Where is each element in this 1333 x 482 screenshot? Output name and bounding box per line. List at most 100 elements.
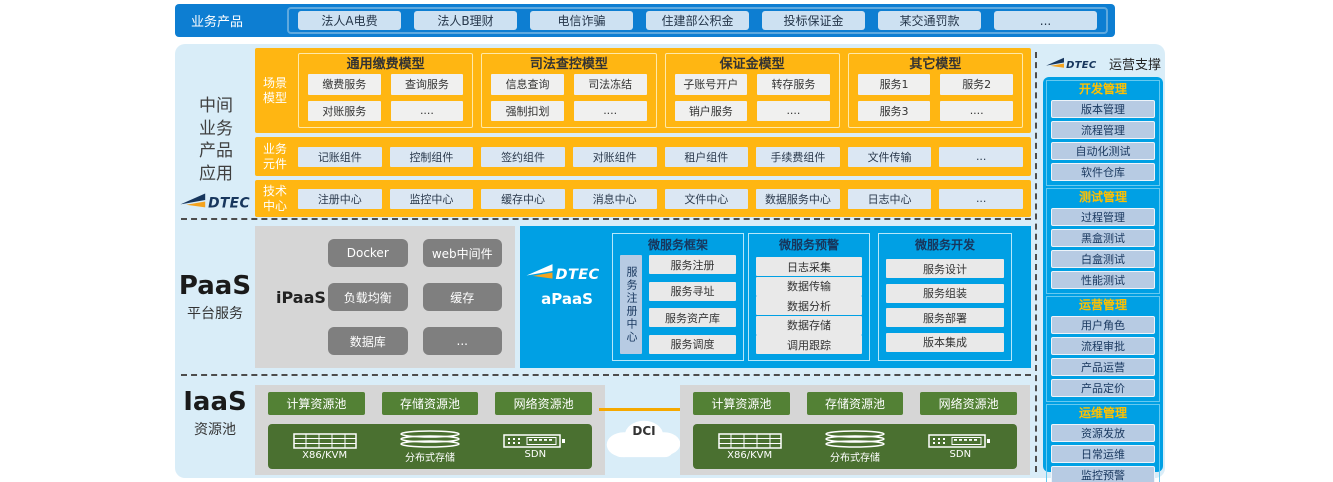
service-box: 数据传输 [756, 276, 862, 296]
dci-label: DCI [632, 424, 656, 438]
service-box: .... [940, 100, 1013, 121]
device-label: 分布式存储 [404, 452, 455, 464]
vertical-dashed-divider [1035, 52, 1037, 472]
storage-pool: 存储资源池 [381, 392, 479, 415]
operation-support-title: 运营支撑 [1108, 57, 1161, 73]
sidebar-item: 软件仓库 [1051, 163, 1155, 181]
sidebar-item: 版本管理 [1051, 100, 1155, 118]
sidebar-item: 过程管理 [1051, 208, 1155, 226]
sidebar-item: 流程审批 [1051, 337, 1155, 355]
apaas-box: DTEC aPaaS 微服务框架 服务注册中心 服务注册 服务寻址 服务资产库 … [520, 226, 1031, 368]
model-group-judicial: 司法查控模型 信息查询 司法冻结 强制扣划 .... [481, 53, 657, 128]
sidebar-item: 自动化测试 [1051, 142, 1155, 160]
ipaas-item: 缓存 [422, 283, 502, 311]
ipaas-item: 数据库 [328, 327, 408, 355]
scenario-model-row: 场景模型 通用缴费模型 缴费服务 查询服务 对账服务 .... 司法查控模型 信… [255, 48, 1031, 133]
scenario-row-label: 场景模型 [262, 75, 287, 105]
model-group-grid: 子账号开户 转存服务 销户服务 .... [674, 74, 830, 121]
ipaas-item: Docker [328, 239, 408, 267]
storage-pool: 存储资源池 [806, 392, 904, 415]
microservice-dev-group: 微服务开发 服务设计 服务组装 服务部署 版本集成 [878, 233, 1012, 361]
service-box: 服务注册 [649, 255, 736, 274]
server-rack-icon [717, 432, 782, 449]
svg-text:DTEC: DTEC [208, 196, 250, 212]
service-box: 服务寻址 [649, 281, 736, 301]
sidebar-item: 产品运营 [1051, 358, 1155, 376]
tech-box-more: ... [939, 188, 1023, 209]
tech-box: 监控中心 [389, 188, 474, 209]
device-label: SDN [524, 448, 547, 460]
ipaas-label: iPaaS [276, 287, 326, 307]
apaas-brand: DTEC aPaaS [524, 262, 610, 308]
framework-items: 服务注册 服务寻址 服务资产库 服务调度 [649, 255, 736, 354]
middle-business-label: 中间业务产品应用 [199, 96, 233, 184]
model-group-title: 司法查控模型 [529, 57, 608, 72]
group-title: 微服务框架 [647, 238, 708, 252]
service-box: 对账服务 [308, 100, 381, 121]
test-management-group: 测试管理 过程管理 黑盒测试 白盒测试 性能测试 [1046, 188, 1160, 294]
cloud-icon [606, 420, 681, 458]
service-box: 数据分析 [756, 296, 862, 315]
product-pill: 投标保证金 [762, 11, 865, 30]
tech-box: 文件中心 [664, 188, 749, 209]
switch-icon [503, 433, 566, 448]
sidebar-item: 日常运维 [1051, 445, 1155, 463]
sidebar-item: 资源发放 [1051, 424, 1155, 442]
component-box: 对账组件 [572, 146, 657, 167]
component-box-more: ... [939, 146, 1023, 167]
service-box: 销户服务 [674, 100, 748, 121]
model-group-title: 保证金模型 [719, 57, 785, 72]
service-box: 服务部署 [886, 308, 1004, 328]
operation-support-header: DTEC 运营支撑 [1043, 52, 1163, 74]
group-title: 微服务预警 [778, 238, 839, 252]
service-box: 数据存储 [756, 315, 862, 335]
compute-pool: 计算资源池 [693, 392, 790, 415]
service-box: .... [573, 100, 647, 121]
business-products-frame: 法人A电费 法人B理财 电信诈骗 住建部公积金 投标保证金 某交通罚款 ... [287, 7, 1108, 34]
dtec-logo-icon: DTEC [526, 264, 599, 283]
svg-text:DTEC: DTEC [1066, 59, 1097, 70]
pool-row: 计算资源池 存储资源池 网络资源池 [268, 392, 593, 415]
device-label: X86/KVM [727, 449, 773, 461]
maintenance-management-group: 运维管理 资源发放 日常运维 监控预警 应急处理 [1046, 404, 1160, 482]
sidebar-item: 用户角色 [1051, 316, 1155, 334]
product-pill: 住建部公积金 [646, 11, 749, 30]
service-box: 服务设计 [886, 259, 1004, 278]
service-box: 强制扣划 [491, 100, 564, 121]
microservice-framework-group: 微服务框架 服务注册中心 服务注册 服务寻址 服务资产库 服务调度 [612, 233, 744, 361]
component-box: 文件传输 [847, 146, 932, 167]
paas-title: PaaS [178, 271, 252, 301]
sidebar-item: 白盒测试 [1051, 250, 1155, 268]
storage-device: 分布式存储 [398, 429, 462, 464]
service-box: 服务资产库 [649, 308, 736, 328]
operation-management-group: 运营管理 用户角色 流程审批 产品运营 产品定价 [1046, 296, 1160, 402]
main-panel: 中间业务产品应用 DTEC PaaS 平台服务 IaaS 资源池 场景模型 通用… [175, 44, 1165, 482]
iaas-resource-box-1: 计算资源池 存储资源池 网络资源池 X86/KVM [255, 385, 605, 475]
device-label: 分布式存储 [829, 452, 880, 464]
service-box: 服务2 [940, 74, 1013, 95]
microservice-alert-group: 微服务预警 日志采集 数据传输 数据分析 数据存储 调用跟踪 [748, 233, 870, 361]
model-group-grid: 缴费服务 查询服务 对账服务 .... [308, 74, 464, 121]
product-pill-more: ... [994, 11, 1097, 30]
service-box: 查询服务 [390, 74, 464, 95]
business-component-row: 业务元件 记账组件 控制组件 签约组件 对账组件 租户组件 手续费组件 文件传输… [255, 137, 1031, 176]
service-box: 调用跟踪 [756, 335, 862, 354]
model-group-grid: 服务1 服务2 服务3 .... [857, 74, 1013, 121]
ipaas-item-more: ... [422, 327, 502, 355]
device-label: X86/KVM [302, 449, 348, 461]
component-box: 记账组件 [298, 146, 382, 167]
sidebar-item: 性能测试 [1051, 271, 1155, 289]
ipaas-box: iPaaS Docker web中间件 负载均衡 缓存 数据库 ... [255, 226, 515, 368]
component-box: 签约组件 [481, 146, 565, 167]
tech-box: 数据服务中心 [756, 188, 840, 209]
dci-cloud: DCI [601, 412, 687, 464]
service-box: 转存服务 [757, 74, 830, 95]
service-box: 服务3 [857, 100, 931, 121]
model-group-title: 通用缴费模型 [346, 57, 425, 72]
service-box: 服务1 [857, 74, 931, 95]
business-products-label: 业务产品 [191, 15, 244, 30]
device-box: X86/KVM 分布式存储 [268, 424, 592, 469]
tech-center-row: 技术中心 注册中心 监控中心 缓存中心 消息中心 文件中心 数据服务中心 日志中… [255, 180, 1031, 217]
model-group-general-payment: 通用缴费模型 缴费服务 查询服务 对账服务 .... [298, 53, 474, 128]
